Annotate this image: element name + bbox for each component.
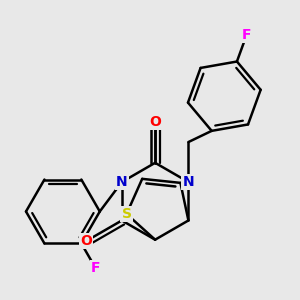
- Text: F: F: [242, 28, 251, 42]
- Text: N: N: [183, 175, 194, 189]
- Text: S: S: [122, 207, 132, 221]
- Text: F: F: [91, 261, 100, 275]
- Text: O: O: [149, 115, 161, 129]
- Text: O: O: [80, 234, 92, 248]
- Text: N: N: [116, 175, 128, 189]
